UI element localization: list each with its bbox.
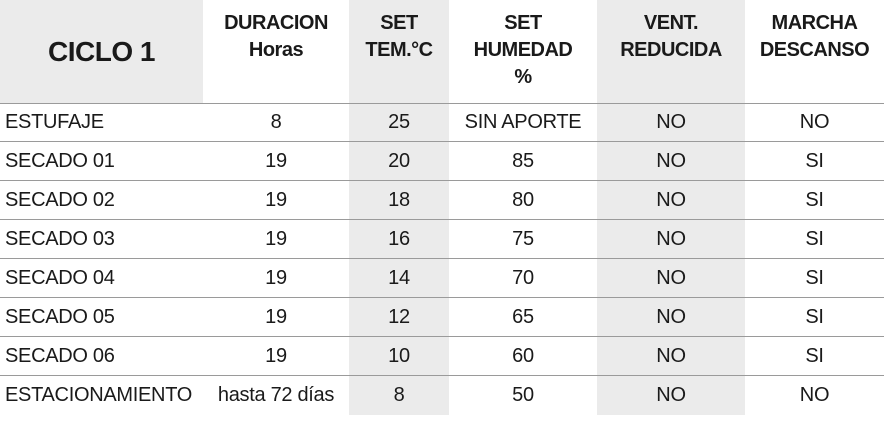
header-duracion-line2: Horas <box>248 39 304 61</box>
row-temp: 10 <box>349 337 449 375</box>
row-duracion: 19 <box>265 266 287 289</box>
row-vent: NO <box>597 376 745 415</box>
row-vent: NO <box>597 181 745 219</box>
row-name: SECADO 05 <box>5 305 115 328</box>
row-temp: 20 <box>349 142 449 180</box>
table-header: CICLO 1 DURACION Horas SET TEM.°C SET HU… <box>0 0 884 103</box>
table-row: ESTUFAJE 8 25 SIN APORTE NO NO <box>0 103 884 142</box>
row-duracion: 19 <box>265 227 287 250</box>
row-humedad: SIN APORTE <box>464 111 582 133</box>
header-marcha-line2: DESCANSO <box>759 39 870 61</box>
row-marcha: SI <box>805 149 824 172</box>
table-row: SECADO 04 19 14 70 NO SI <box>0 259 884 298</box>
row-temp: 25 <box>349 104 449 141</box>
row-duracion: 19 <box>265 344 287 367</box>
row-marcha: NO <box>799 111 830 133</box>
row-duracion: 8 <box>270 111 282 133</box>
row-humedad: 60 <box>512 344 534 367</box>
row-marcha: SI <box>805 266 824 289</box>
row-marcha: SI <box>805 227 824 250</box>
header-humedad: SET HUMEDAD % <box>449 0 597 103</box>
row-marcha: NO <box>799 384 830 406</box>
header-vent: VENT. REDUCIDA <box>597 0 745 103</box>
header-marcha: MARCHA DESCANSO <box>745 0 884 103</box>
row-name: ESTUFAJE <box>5 111 104 133</box>
header-temp: SET TEM.°C <box>349 0 449 103</box>
row-vent: NO <box>597 337 745 375</box>
row-name: SECADO 06 <box>5 344 115 367</box>
row-vent: NO <box>597 104 745 141</box>
row-temp: 18 <box>349 181 449 219</box>
header-marcha-line1: MARCHA <box>771 12 858 34</box>
row-duracion: 19 <box>265 149 287 172</box>
table-row: SECADO 05 19 12 65 NO SI <box>0 298 884 337</box>
title-text: CICLO 1 <box>48 36 155 67</box>
row-humedad: 80 <box>512 188 534 211</box>
header-duracion: DURACION Horas <box>203 0 349 103</box>
header-humedad-line3: % <box>514 66 532 88</box>
row-humedad: 65 <box>512 305 534 328</box>
row-humedad: 70 <box>512 266 534 289</box>
header-temp-line2: TEM.°C <box>365 39 433 61</box>
row-name: SECADO 01 <box>5 149 115 172</box>
row-humedad: 85 <box>512 149 534 172</box>
header-humedad-line2: HUMEDAD <box>473 39 573 61</box>
row-marcha: SI <box>805 344 824 367</box>
row-temp: 8 <box>349 376 449 415</box>
row-duracion: 19 <box>265 305 287 328</box>
row-marcha: SI <box>805 188 824 211</box>
row-name: ESTACIONAMIENTO <box>5 384 193 406</box>
table-row: SECADO 03 19 16 75 NO SI <box>0 220 884 259</box>
table-row: SECADO 01 19 20 85 NO SI <box>0 142 884 181</box>
row-name: SECADO 03 <box>5 227 115 250</box>
header-vent-line2: REDUCIDA <box>620 39 722 61</box>
row-duracion: 19 <box>265 188 287 211</box>
row-name: SECADO 04 <box>5 266 115 289</box>
row-temp: 14 <box>349 259 449 297</box>
row-humedad: 50 <box>512 384 534 406</box>
row-vent: NO <box>597 259 745 297</box>
table-row: SECADO 06 19 10 60 NO SI <box>0 337 884 376</box>
row-name: SECADO 02 <box>5 188 115 211</box>
table-row: ESTACIONAMIENTO hasta 72 días 8 50 NO NO <box>0 376 884 415</box>
row-duracion: hasta 72 días <box>217 384 335 406</box>
header-duracion-line1: DURACION <box>224 12 328 34</box>
row-vent: NO <box>597 220 745 258</box>
header-humedad-line1: SET <box>504 12 542 34</box>
row-temp: 12 <box>349 298 449 336</box>
row-marcha: SI <box>805 305 824 328</box>
header-vent-line1: VENT. <box>643 12 699 34</box>
row-temp: 16 <box>349 220 449 258</box>
row-humedad: 75 <box>512 227 534 250</box>
table-body: ESTUFAJE 8 25 SIN APORTE NO NO SECADO 01… <box>0 103 884 415</box>
header-temp-line1: SET <box>380 12 418 34</box>
table-title: CICLO 1 <box>0 0 203 103</box>
table-row: SECADO 02 19 18 80 NO SI <box>0 181 884 220</box>
row-vent: NO <box>597 142 745 180</box>
row-vent: NO <box>597 298 745 336</box>
